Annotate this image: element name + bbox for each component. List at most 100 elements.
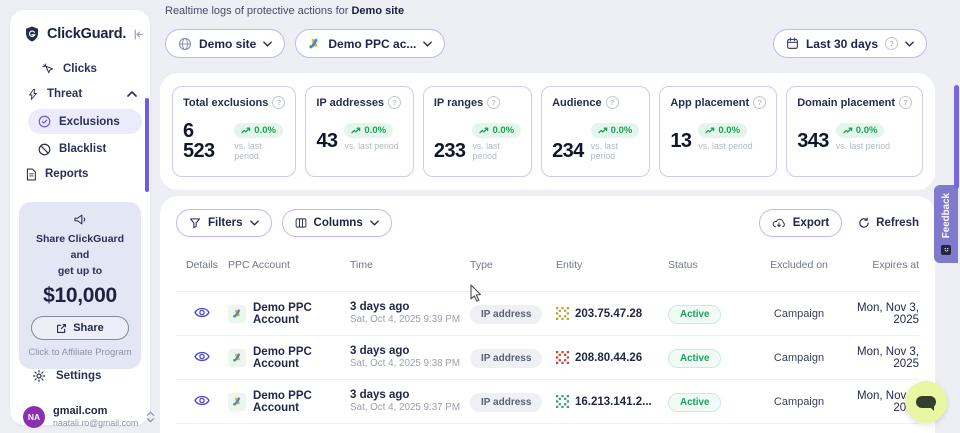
sidebar-collapse-icon[interactable]	[132, 28, 145, 41]
date-range-selector[interactable]: Last 30 days ?	[772, 29, 927, 58]
cloud-download-icon	[772, 218, 785, 228]
site-selector-value: Demo site	[199, 36, 257, 51]
details-eye-icon[interactable]	[176, 307, 228, 318]
ppc-account-selector[interactable]: Demo PPC ac...	[295, 29, 446, 58]
stat-value: 13	[670, 130, 692, 152]
status-badge: Active	[668, 304, 722, 324]
details-eye-icon[interactable]	[176, 351, 228, 362]
nav-label: Threat	[47, 88, 83, 100]
entity-value: 208.80.44.26	[575, 351, 643, 364]
chevron-down-icon	[905, 40, 914, 47]
stat-change-badge: 0.0%	[590, 123, 640, 138]
time-absolute: Sat, Oct 4, 2025 9:37 PM	[350, 402, 461, 414]
stats-summary: Total exclusions ? 6 523 0.0% vs. last p…	[160, 73, 935, 190]
affiliate-promo-card[interactable]: Share ClickGuard and get up to $10,000 S…	[19, 202, 141, 370]
stat-value: 234	[552, 140, 584, 162]
chevron-down-icon	[423, 40, 433, 47]
excluded-on-value: Campaign	[773, 307, 825, 320]
trend-up-icon	[598, 127, 607, 134]
stat-change-badge: 0.0%	[344, 123, 394, 138]
account-name: gmail.com	[53, 405, 108, 418]
refresh-button[interactable]: Refresh	[858, 217, 919, 229]
excluded-on-value: Campaign	[773, 395, 825, 408]
promo-amount: $10,000	[43, 284, 117, 308]
date-range-value: Last 30 days	[805, 36, 878, 51]
stat-period: vs. last period	[472, 141, 500, 161]
entity-identicon	[556, 307, 569, 320]
info-icon[interactable]: ?	[605, 96, 619, 109]
column-header-ppc-account: PPC Account	[228, 259, 290, 272]
share-button[interactable]: Share	[31, 316, 129, 341]
document-icon	[25, 168, 37, 181]
stat-value: 6 523	[183, 120, 215, 162]
info-icon[interactable]: ?	[388, 96, 402, 109]
details-eye-icon[interactable]	[176, 395, 228, 406]
trend-up-icon	[241, 127, 251, 134]
promo-title: Share ClickGuard and get up to	[35, 233, 125, 277]
sidebar-item-clicks[interactable]: Clicks	[10, 57, 150, 81]
megaphone-icon	[27, 212, 133, 227]
export-button-label: Export	[792, 217, 830, 229]
sidebar-nav: Clicks Threat Exclusions	[10, 49, 150, 186]
column-header-expires-at: Expires at	[872, 259, 919, 272]
stat-label: App placement	[670, 96, 750, 109]
columns-button[interactable]: Columns	[281, 209, 392, 237]
ppc-account-name: Demo PPC Account	[253, 345, 312, 370]
chat-launcher-button[interactable]	[905, 381, 947, 423]
sidebar-scrollbar-thumb[interactable]	[145, 98, 149, 192]
refresh-icon	[859, 217, 869, 228]
trend-up-icon	[705, 127, 715, 134]
time-relative: 3 days ago	[350, 388, 410, 401]
sidebar-item-settings[interactable]: Settings	[10, 369, 150, 383]
stat-card: Audience ? 234 0.0% vs. last period	[541, 86, 651, 177]
brand-name: ClickGuard.	[47, 26, 127, 42]
google-ads-icon	[308, 37, 321, 50]
globe-icon	[178, 37, 192, 51]
info-icon[interactable]: ?	[753, 96, 767, 109]
feedback-tab[interactable]: Feedback	[934, 185, 958, 263]
column-header-entity: Entity	[556, 259, 583, 272]
refresh-button-label: Refresh	[876, 217, 919, 229]
info-icon[interactable]: ?	[899, 96, 912, 109]
table-row: Demo PPC Account 3 days ago Sat, Oct 4, …	[176, 380, 919, 424]
account-switcher[interactable]: NA gmail.com naatali.ro@gmail.com	[10, 405, 155, 433]
filters-button[interactable]: Filters	[176, 209, 272, 237]
affiliate-link[interactable]: Click to Affiliate Program	[28, 347, 132, 359]
trend-up-icon	[843, 127, 853, 134]
trend-up-icon	[351, 127, 361, 134]
ppc-account-name: Demo PPC Account	[253, 301, 312, 326]
stat-period: vs. last period	[234, 141, 262, 161]
check-circle-icon	[38, 115, 51, 128]
time-absolute: Sat, Oct 4, 2025 9:39 PM	[350, 314, 461, 326]
account-info: gmail.com naatali.ro@gmail.com	[53, 405, 138, 428]
chevron-down-icon	[369, 220, 379, 226]
site-selector[interactable]: Demo site	[165, 29, 286, 58]
stat-period: vs. last period	[698, 141, 753, 151]
main-content: Realtime logs of protective actions for …	[160, 0, 935, 433]
nav-label: Exclusions	[59, 115, 120, 128]
info-icon[interactable]: ?	[272, 96, 286, 109]
sidebar-item-blacklist[interactable]: Blacklist	[10, 137, 150, 161]
brand-logo: ClickGuard.	[10, 10, 150, 49]
block-icon	[38, 143, 51, 156]
page-scrollbar-thumb[interactable]	[954, 85, 959, 189]
column-header-status: Status	[668, 259, 698, 272]
table-row: Demo PPC Account 3 days ago Sat, Oct 4, …	[176, 292, 919, 336]
export-button[interactable]: Export	[758, 209, 843, 237]
entity-value: 16.213.141.2...	[575, 395, 652, 408]
column-header-excluded-on: Excluded on	[770, 259, 828, 272]
smiley-icon	[941, 244, 951, 255]
stat-label: IP addresses	[316, 96, 385, 109]
chat-bubble-icon	[916, 396, 936, 411]
sidebar-item-reports[interactable]: Reports	[10, 162, 150, 186]
time-relative: 3 days ago	[350, 344, 410, 357]
sidebar-item-threat[interactable]: Threat	[10, 82, 150, 106]
sidebar-item-exclusions[interactable]: Exclusions	[28, 109, 142, 134]
expires-at-value: Mon, Nov 3, 2025	[857, 301, 919, 326]
columns-button-label: Columns	[313, 217, 363, 229]
stat-value: 233	[433, 140, 466, 162]
trend-up-icon	[479, 127, 489, 134]
info-icon[interactable]: ?	[885, 37, 898, 50]
settings-label: Settings	[56, 370, 102, 383]
info-icon[interactable]: ?	[487, 96, 501, 109]
